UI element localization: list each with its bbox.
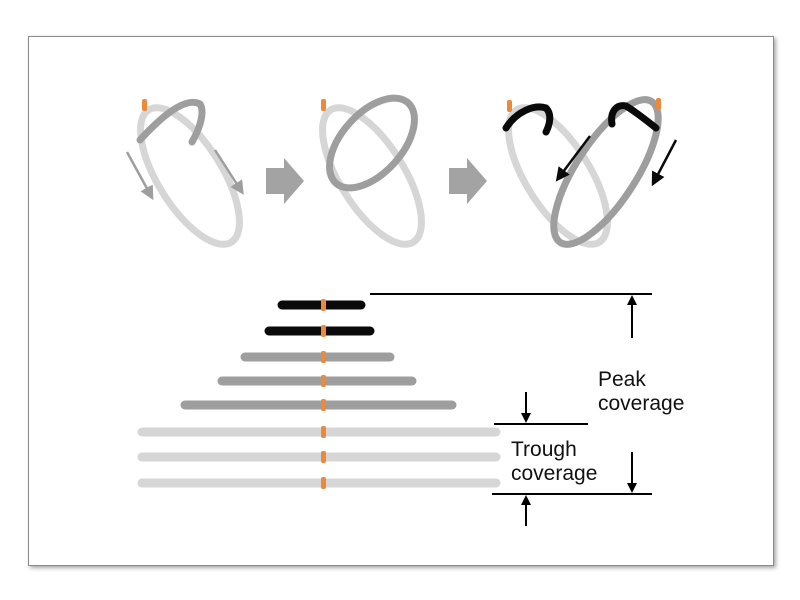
rotation-arrow-icon — [651, 139, 678, 187]
trough-top-dimension — [494, 392, 588, 425]
peak-label-line-2: coverage — [598, 392, 685, 415]
stage-2-origin-mark — [321, 99, 326, 111]
stage-2-circle — [319, 94, 425, 248]
stage-3-new-strand — [550, 96, 662, 248]
origin-center-marks — [321, 299, 326, 489]
stage-1-new-strand — [136, 98, 206, 146]
stage-3-dark-strand-left — [502, 103, 554, 136]
stage-1-origin-mark — [142, 99, 147, 111]
peak-dimension — [370, 293, 652, 338]
trough-label-line-2: coverage — [511, 462, 598, 485]
rotation-arrow-icon — [125, 151, 154, 201]
peak-coverage-label: Peak coverage — [598, 368, 684, 416]
step-right-arrow-icon — [266, 158, 304, 204]
stage-3-origin-mark — [656, 98, 661, 110]
stage-1-circle — [125, 98, 244, 248]
stage-3-origin-mark — [507, 100, 512, 112]
stage-2-new-strand — [326, 94, 418, 192]
rotation-arrow-icon — [213, 149, 244, 195]
rotation-arrow-icon — [555, 135, 591, 182]
stage-3-circle — [502, 96, 678, 248]
step-right-arrow-icon — [449, 158, 487, 204]
coverage-stack — [137, 299, 501, 489]
trough-bottom-dimension — [492, 452, 652, 526]
peak-label-line-1: Peak — [598, 368, 646, 391]
trough-coverage-label: Trough coverage — [511, 438, 597, 486]
trough-label-line-1: Trough — [511, 438, 577, 461]
stage-3-dark-strand-right — [608, 102, 660, 132]
